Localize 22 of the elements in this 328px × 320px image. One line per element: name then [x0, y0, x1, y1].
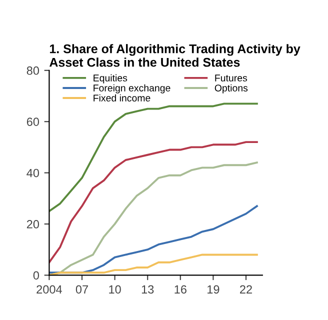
y-tick-label: 20 [26, 220, 40, 228]
line-series [49, 205, 258, 274]
x-tick-label: 22 [240, 285, 252, 294]
legend-label: Futures [215, 74, 248, 82]
x-tick-label: 10 [109, 285, 121, 294]
legend-label: Equities [94, 74, 128, 84]
line-series [49, 254, 258, 276]
y-tick-label: 40 [26, 168, 40, 178]
chart-title: 1. Share of Algorithmic Trading Activity by Asset Class in the United States [50, 44, 300, 67]
x-tick-label: 13 [142, 285, 154, 294]
x-tick-label: 16 [174, 285, 186, 294]
x-tick-label: 19 [208, 285, 220, 294]
x-tick-label: 07 [76, 285, 88, 294]
line-series [49, 141, 258, 264]
y-tick-label: 60 [26, 118, 40, 126]
y-tick-label: 0 [33, 271, 40, 280]
legend-label: Options [214, 84, 248, 94]
line-series [49, 102, 258, 212]
y-tick-label: 80 [26, 66, 40, 75]
legend-label: Foreign exchange [94, 84, 170, 94]
x-tick-label: 2004 [36, 285, 62, 294]
legend-label: Fixed income [94, 94, 150, 102]
